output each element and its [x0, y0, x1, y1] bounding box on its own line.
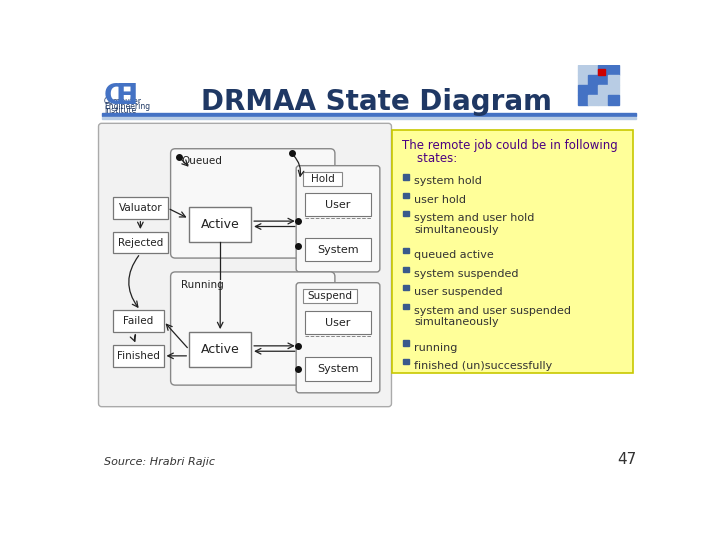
FancyBboxPatch shape — [171, 148, 335, 258]
Bar — [403, 340, 408, 346]
Text: running: running — [414, 343, 457, 353]
Bar — [305, 357, 371, 381]
Text: Rejected: Rejected — [118, 238, 163, 248]
Text: User: User — [325, 318, 351, 328]
Bar — [102, 117, 636, 119]
Bar — [608, 85, 618, 95]
Text: 47: 47 — [617, 452, 636, 467]
Text: Hold: Hold — [303, 173, 327, 183]
Bar — [403, 248, 408, 253]
Bar — [113, 197, 168, 219]
Bar — [403, 174, 408, 179]
Text: states:: states: — [402, 152, 456, 165]
Text: User: User — [325, 200, 351, 210]
Bar — [403, 285, 408, 291]
Text: system and user suspended
simultaneously: system and user suspended simultaneously — [414, 306, 571, 327]
Bar — [403, 211, 408, 217]
Text: Active: Active — [201, 218, 240, 231]
Bar — [305, 311, 371, 334]
FancyBboxPatch shape — [296, 166, 380, 272]
FancyBboxPatch shape — [171, 272, 335, 385]
Bar — [189, 332, 251, 367]
FancyBboxPatch shape — [392, 130, 632, 373]
Text: user suspended: user suspended — [414, 287, 503, 298]
Bar — [113, 310, 163, 332]
Bar — [578, 95, 588, 105]
Text: finished (un)successfully: finished (un)successfully — [414, 361, 552, 372]
Bar — [578, 75, 588, 85]
Bar — [598, 75, 608, 85]
Text: Institute: Institute — [104, 106, 136, 116]
Bar — [303, 289, 357, 303]
Bar — [598, 95, 608, 105]
Bar — [578, 65, 588, 75]
Text: Hold: Hold — [310, 174, 334, 184]
Text: system hold: system hold — [414, 177, 482, 186]
FancyBboxPatch shape — [296, 283, 380, 393]
Text: Finished: Finished — [117, 351, 160, 361]
Bar — [113, 345, 163, 367]
Text: E: E — [116, 82, 135, 110]
Bar — [598, 69, 605, 75]
Text: Suspend: Suspend — [303, 289, 348, 300]
Bar — [189, 207, 251, 242]
Bar — [303, 172, 342, 186]
Text: DRMAA State Diagram: DRMAA State Diagram — [202, 88, 552, 116]
Bar — [608, 75, 618, 85]
Text: Queued: Queued — [181, 157, 222, 166]
Text: System: System — [318, 364, 359, 374]
Bar — [305, 193, 371, 217]
Text: The remote job could be in following: The remote job could be in following — [402, 139, 617, 152]
Bar — [588, 75, 598, 85]
Text: Suspend: Suspend — [307, 291, 353, 301]
Text: C: C — [104, 82, 125, 110]
Bar — [598, 85, 608, 95]
Text: system and user hold
simultaneously: system and user hold simultaneously — [414, 213, 534, 235]
Bar — [598, 65, 608, 75]
Bar — [403, 303, 408, 309]
FancyBboxPatch shape — [99, 123, 392, 407]
Bar — [608, 65, 618, 75]
Text: Active: Active — [201, 343, 240, 356]
Text: Valuator: Valuator — [119, 203, 162, 213]
Bar — [588, 85, 598, 95]
Bar — [608, 95, 618, 105]
Bar — [578, 85, 588, 95]
Bar — [403, 359, 408, 364]
Text: queued active: queued active — [414, 251, 494, 260]
Bar — [588, 95, 598, 105]
Text: Failed: Failed — [123, 316, 153, 326]
Text: Source: Hrabri Rajic: Source: Hrabri Rajic — [104, 457, 215, 467]
Text: Running: Running — [181, 280, 224, 289]
Bar — [113, 232, 168, 253]
Text: Computer: Computer — [104, 97, 142, 106]
Bar — [588, 65, 598, 75]
Text: Engineering: Engineering — [104, 102, 150, 111]
Text: I: I — [128, 82, 138, 110]
Text: system suspended: system suspended — [414, 269, 518, 279]
Bar — [305, 238, 371, 261]
Text: user hold: user hold — [414, 195, 466, 205]
Text: System: System — [318, 245, 359, 254]
Bar — [403, 193, 408, 198]
Bar — [102, 112, 636, 116]
Bar — [403, 267, 408, 272]
